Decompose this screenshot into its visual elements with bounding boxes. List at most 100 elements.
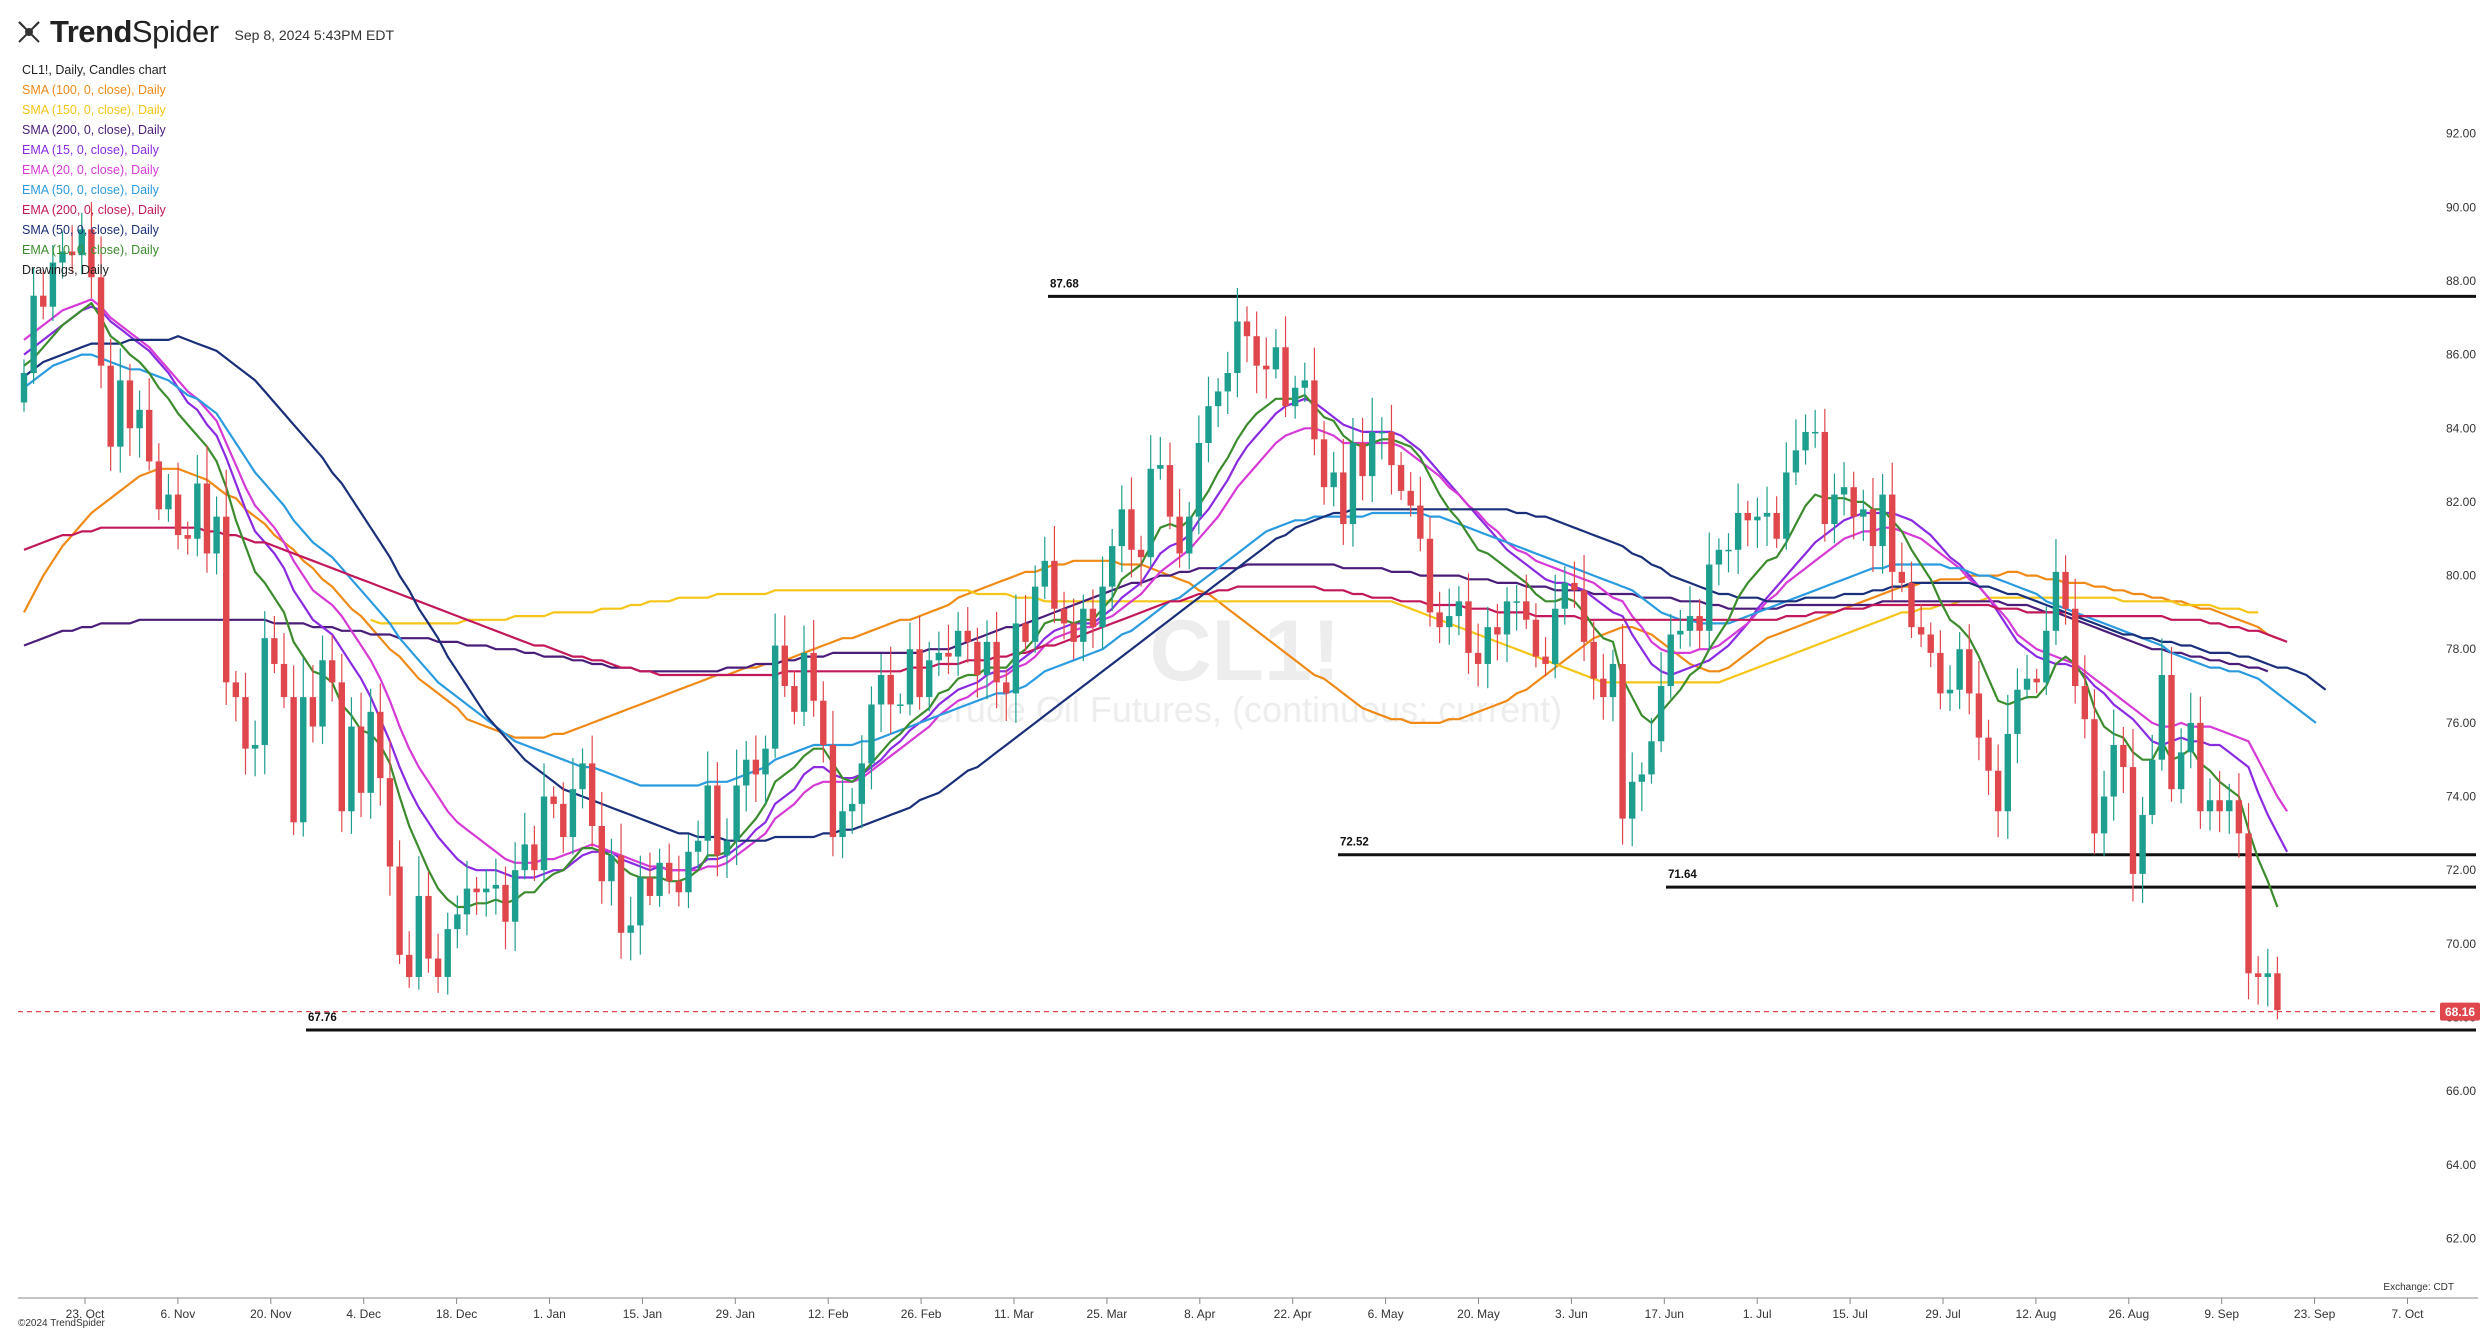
candle-body[interactable] — [858, 763, 866, 804]
legend-item[interactable]: SMA (50, 0, close), Daily — [22, 223, 159, 237]
candle-body[interactable] — [608, 855, 615, 882]
candle-body[interactable] — [319, 660, 326, 727]
candle-body[interactable] — [290, 697, 297, 823]
candle-body[interactable] — [964, 630, 971, 642]
candle-body[interactable] — [203, 483, 211, 554]
candle-body[interactable] — [1407, 490, 1414, 506]
candle-body[interactable] — [1147, 468, 1154, 558]
candle-body[interactable] — [338, 682, 345, 812]
candle-body[interactable] — [97, 277, 105, 366]
candle-body[interactable] — [877, 675, 885, 705]
candle-body[interactable] — [1561, 582, 1568, 609]
candle-body[interactable] — [762, 748, 769, 775]
candle-body[interactable] — [1388, 431, 1395, 466]
candle-body[interactable] — [502, 884, 509, 922]
candle-body[interactable] — [1291, 387, 1299, 407]
candle-body[interactable] — [59, 251, 66, 263]
candle-body[interactable] — [598, 825, 605, 882]
candle-body[interactable] — [1272, 347, 1280, 370]
candle-body[interactable] — [771, 645, 779, 749]
candle-body[interactable] — [434, 958, 442, 977]
candle-body[interactable] — [1908, 582, 1915, 628]
candle-body[interactable] — [309, 697, 317, 727]
candle-body[interactable] — [1070, 623, 1077, 642]
candle-body[interactable] — [2245, 833, 2252, 974]
candle-body[interactable] — [194, 483, 201, 539]
candle-body[interactable] — [2110, 744, 2117, 797]
candle-body[interactable] — [492, 884, 500, 889]
candle-body[interactable] — [1436, 612, 1443, 628]
legend-item[interactable]: EMA (200, 0, close), Daily — [22, 203, 166, 217]
candle-body[interactable] — [1725, 549, 1732, 552]
candle-body[interactable] — [743, 759, 750, 786]
candle-body[interactable] — [983, 641, 991, 675]
candle-body[interactable] — [666, 862, 673, 882]
candle-body[interactable] — [1696, 616, 1703, 631]
candle-body[interactable] — [945, 652, 952, 657]
candle-body[interactable] — [377, 711, 384, 779]
candle-body[interactable] — [820, 700, 827, 745]
candle-body[interactable] — [107, 365, 114, 447]
candle-body[interactable] — [2120, 744, 2127, 768]
candle-body[interactable] — [1831, 494, 1838, 525]
candle-body[interactable] — [1677, 630, 1684, 635]
candle-body[interactable] — [1012, 623, 1020, 694]
legend-item[interactable]: EMA (10, 0, close), Daily — [22, 243, 159, 257]
candle-body[interactable] — [588, 763, 596, 826]
candle-body[interactable] — [954, 630, 962, 657]
candle-body[interactable] — [1629, 781, 1636, 819]
candle-body[interactable] — [1580, 590, 1588, 642]
legend-item[interactable]: EMA (20, 0, close), Daily — [22, 163, 159, 177]
candle-body[interactable] — [261, 638, 268, 745]
candle-body[interactable] — [540, 796, 548, 871]
candle-body[interactable] — [2197, 722, 2204, 812]
candle-body[interactable] — [1966, 649, 1973, 694]
candle-body[interactable] — [897, 704, 904, 706]
legend-item[interactable]: SMA (200, 0, close), Daily — [22, 123, 166, 137]
candle-body[interactable] — [569, 789, 577, 838]
candle-body[interactable] — [1186, 516, 1193, 554]
candle-body[interactable] — [1513, 601, 1520, 603]
candle-body[interactable] — [2129, 767, 2137, 874]
candle-body[interactable] — [2177, 752, 2185, 790]
candle-body[interactable] — [1542, 656, 1549, 664]
candle-body[interactable] — [223, 516, 230, 683]
candle-body[interactable] — [1994, 770, 2002, 812]
candle-body[interactable] — [704, 785, 711, 841]
candle-body[interactable] — [30, 295, 37, 374]
candle-body[interactable] — [1706, 564, 1713, 631]
candle-body[interactable] — [2081, 686, 2089, 720]
candle-body[interactable] — [2014, 689, 2021, 734]
candle-body[interactable] — [396, 866, 403, 955]
candle-body[interactable] — [251, 744, 259, 749]
candle-body[interactable] — [723, 840, 731, 856]
candle-body[interactable] — [2033, 678, 2040, 683]
candle-body[interactable] — [1282, 347, 1289, 407]
candle-body[interactable] — [868, 704, 875, 764]
candle-body[interactable] — [1378, 431, 1386, 434]
candle-body[interactable] — [2168, 675, 2175, 790]
candle-body[interactable] — [1715, 549, 1723, 565]
candle-body[interactable] — [242, 697, 249, 749]
candle-body[interactable] — [425, 895, 432, 959]
candle-body[interactable] — [1369, 431, 1376, 477]
candle-body[interactable] — [1051, 560, 1058, 609]
candle-body[interactable] — [1667, 634, 1674, 687]
candle-body[interactable] — [781, 645, 788, 687]
candle-body[interactable] — [136, 409, 143, 429]
candle-body[interactable] — [1330, 472, 1337, 488]
candle-body[interactable] — [1619, 663, 1626, 819]
candle-body[interactable] — [733, 785, 740, 841]
candle-body[interactable] — [829, 744, 837, 838]
candle-body[interactable] — [184, 535, 191, 539]
candle-body[interactable] — [1089, 608, 1097, 628]
candle-body[interactable] — [935, 652, 943, 661]
candle-body[interactable] — [906, 649, 914, 705]
candle-body[interactable] — [78, 229, 85, 256]
candle-body[interactable] — [328, 660, 336, 683]
candle-body[interactable] — [213, 516, 220, 554]
candle-body[interactable] — [1571, 582, 1578, 591]
candle-body[interactable] — [675, 881, 683, 893]
candle-body[interactable] — [126, 380, 134, 429]
